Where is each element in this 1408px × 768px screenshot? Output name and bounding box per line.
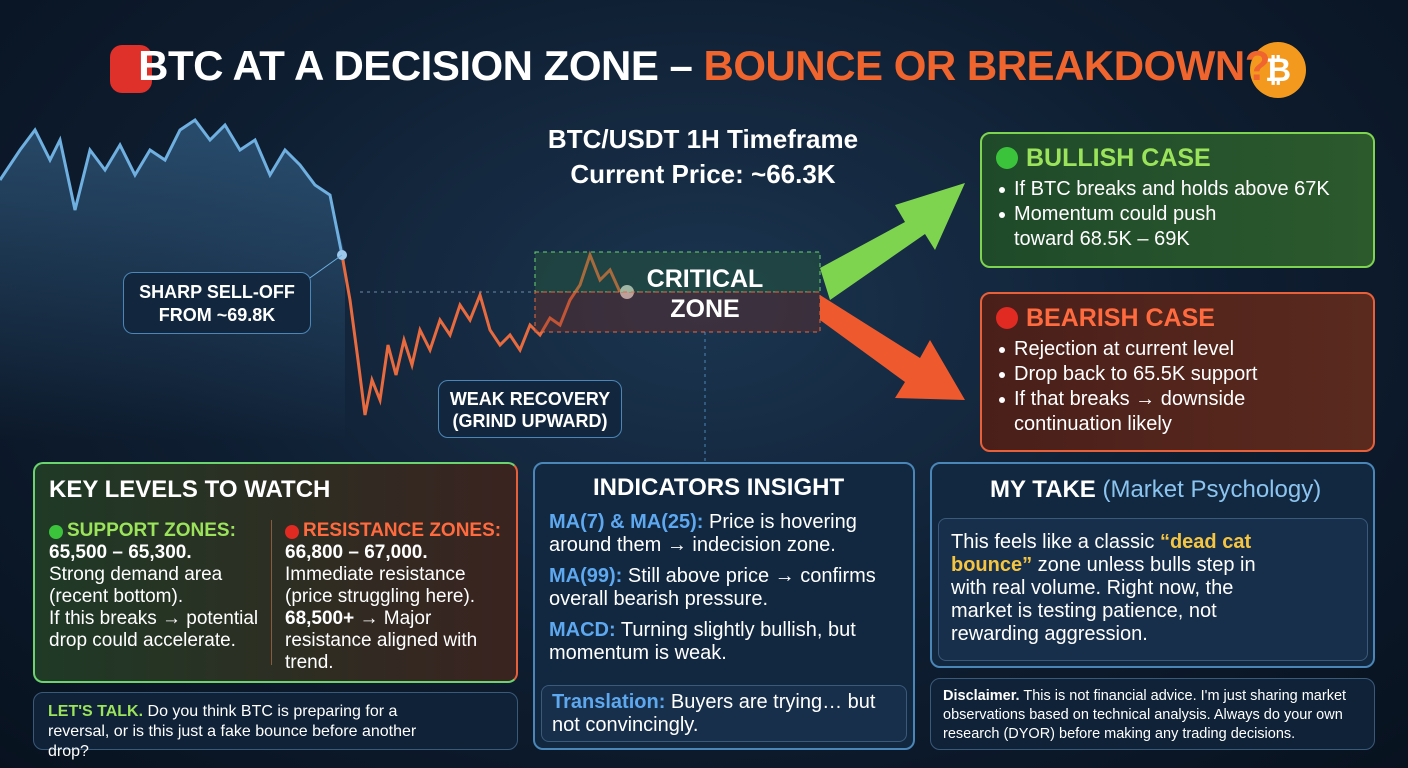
- zone-text: CRITICAL: [646, 265, 764, 293]
- support-column: SUPPORT ZONES: 65,500 – 65,300. Strong d…: [49, 520, 264, 652]
- lets-talk-card: LET'S TALK. Do you think BTC is preparin…: [33, 692, 518, 760]
- text: Price is hovering around them → indecisi…: [549, 511, 857, 556]
- line-text: Immediate resistance (price struggling h…: [285, 564, 476, 607]
- price-line-high: [0, 117, 344, 256]
- text: Do you think BTC is preparing for a reve…: [48, 703, 417, 760]
- bullet: Drop back to 65.5K support: [996, 362, 1281, 387]
- zone-upper: [534, 251, 821, 293]
- line-text: If this breaks → potential drop could ac…: [49, 608, 259, 651]
- range: 66,800 – 67,000.: [285, 542, 428, 563]
- sell-off-callout: SHARP SELL-OFF FROM ~69.8K: [123, 272, 311, 334]
- bullet: Rejection at current level: [996, 337, 1281, 362]
- heading-text: SUPPORT ZONES:: [67, 520, 236, 541]
- text: Turning slightly bullish, but momentum i…: [549, 619, 856, 664]
- disclaimer-card: Disclaimer. This is not financial advice…: [930, 678, 1375, 750]
- indicator-item: MA(7) & MA(25): Price is hovering around…: [549, 511, 899, 557]
- critical-zone-label: CRITICAL ZONE: [630, 264, 780, 324]
- bullet: Momentum could push toward 68.5K – 69K: [996, 202, 1266, 252]
- text: This is not financial advice. I'm just s…: [943, 688, 1347, 742]
- bitcoin-icon: [1250, 42, 1306, 98]
- translation-box: Translation: Buyers are trying… but not …: [541, 685, 907, 742]
- label: MACD:: [549, 619, 616, 641]
- callout-text: FROM ~69.8K: [158, 305, 276, 325]
- title-text: BTC AT A DECISION ZONE –: [138, 42, 704, 89]
- label: LET'S TALK.: [48, 703, 144, 720]
- major-level: 68,500+: [285, 608, 355, 629]
- bullish-card: BULLISH CASE If BTC breaks and holds abo…: [980, 132, 1375, 268]
- card-subtitle: (Market Psychology): [1102, 476, 1322, 503]
- text: This feels like a classic: [951, 531, 1160, 553]
- price-line-low: [340, 250, 622, 416]
- resistance-heading: RESISTANCE ZONES:: [285, 520, 510, 542]
- title-highlight: BOUNCE OR BREAKDOWN?: [703, 42, 1271, 89]
- quote-box: This feels like a classic “dead cat boun…: [938, 518, 1368, 661]
- range: 65,500 – 65,300.: [49, 542, 192, 563]
- weak-recovery-callout: WEAK RECOVERY (GRIND UPWARD): [438, 380, 622, 438]
- bullet: If BTC breaks and holds above 67K: [996, 177, 1359, 202]
- divider: [271, 520, 272, 665]
- indicator-item: MACD: Turning slightly bullish, but mome…: [549, 619, 899, 665]
- line-text: Strong demand area (recent bottom).: [49, 564, 223, 607]
- callout-text: SHARP SELL-OFF: [139, 282, 295, 302]
- line-text: → Major resistance aligned with trend.: [285, 608, 478, 673]
- zone-text: ZONE: [670, 295, 740, 323]
- subtitle-line: BTC/USDT 1H Timeframe: [547, 124, 859, 154]
- label: MA(7) & MA(25):: [549, 511, 704, 533]
- card-title-text: BULLISH CASE: [1026, 144, 1211, 172]
- my-take-card: MY TAKE (Market Psychology) This feels l…: [930, 462, 1375, 668]
- support-heading: SUPPORT ZONES:: [49, 520, 264, 542]
- card-title: BEARISH CASE: [996, 306, 1359, 331]
- card-title-text: BEARISH CASE: [1026, 304, 1215, 332]
- heading-text: RESISTANCE ZONES:: [303, 520, 502, 541]
- label: Translation:: [552, 691, 666, 713]
- card-title-text: MY TAKE: [990, 476, 1096, 503]
- title: BTC AT A DECISION ZONE – BOUNCE OR BREAK…: [0, 42, 1408, 90]
- card-title: BULLISH CASE: [996, 146, 1359, 171]
- major-line: 68,500+ → Major resistance aligned with …: [285, 608, 510, 674]
- zone-lower: [534, 291, 821, 333]
- siren-icon: [110, 45, 152, 93]
- card-title: KEY LEVELS TO WATCH: [49, 476, 331, 503]
- bitcoin-symbol: ₿: [1265, 52, 1291, 88]
- bullet: If that breaks → downside continuation l…: [996, 387, 1281, 437]
- bull-arrow: [820, 183, 965, 300]
- resistance-column: RESISTANCE ZONES: 66,800 – 67,000. Immed…: [285, 520, 510, 674]
- text: Buyers are trying… but not convincingly.: [552, 691, 876, 736]
- label: MA(99):: [549, 565, 623, 587]
- indicator-item: MA(99): Still above price → confirms ove…: [549, 565, 899, 611]
- indicators-card: INDICATORS INSIGHT MA(7) & MA(25): Price…: [533, 462, 915, 750]
- text: Still above price → confirms overall bea…: [549, 565, 876, 610]
- callout-text: WEAK RECOVERY: [449, 389, 611, 409]
- card-title: INDICATORS INSIGHT: [593, 474, 845, 501]
- card-title: MY TAKE (Market Psychology): [990, 476, 1359, 504]
- key-levels-card: KEY LEVELS TO WATCH SUPPORT ZONES: 65,50…: [33, 462, 518, 683]
- highlight: “dead cat bounce”: [951, 531, 1252, 576]
- bear-arrow: [820, 295, 965, 400]
- subtitle: BTC/USDT 1H Timeframe Current Price: ~66.…: [503, 122, 903, 192]
- text: zone unless bulls step in with real volu…: [951, 554, 1256, 645]
- callout-text: (GRIND UPWARD): [452, 411, 608, 431]
- bearish-card: BEARISH CASE Rejection at current level D…: [980, 292, 1375, 452]
- subtitle-line: Current Price: ~66.3K: [570, 159, 836, 189]
- label: Disclaimer.: [943, 688, 1020, 704]
